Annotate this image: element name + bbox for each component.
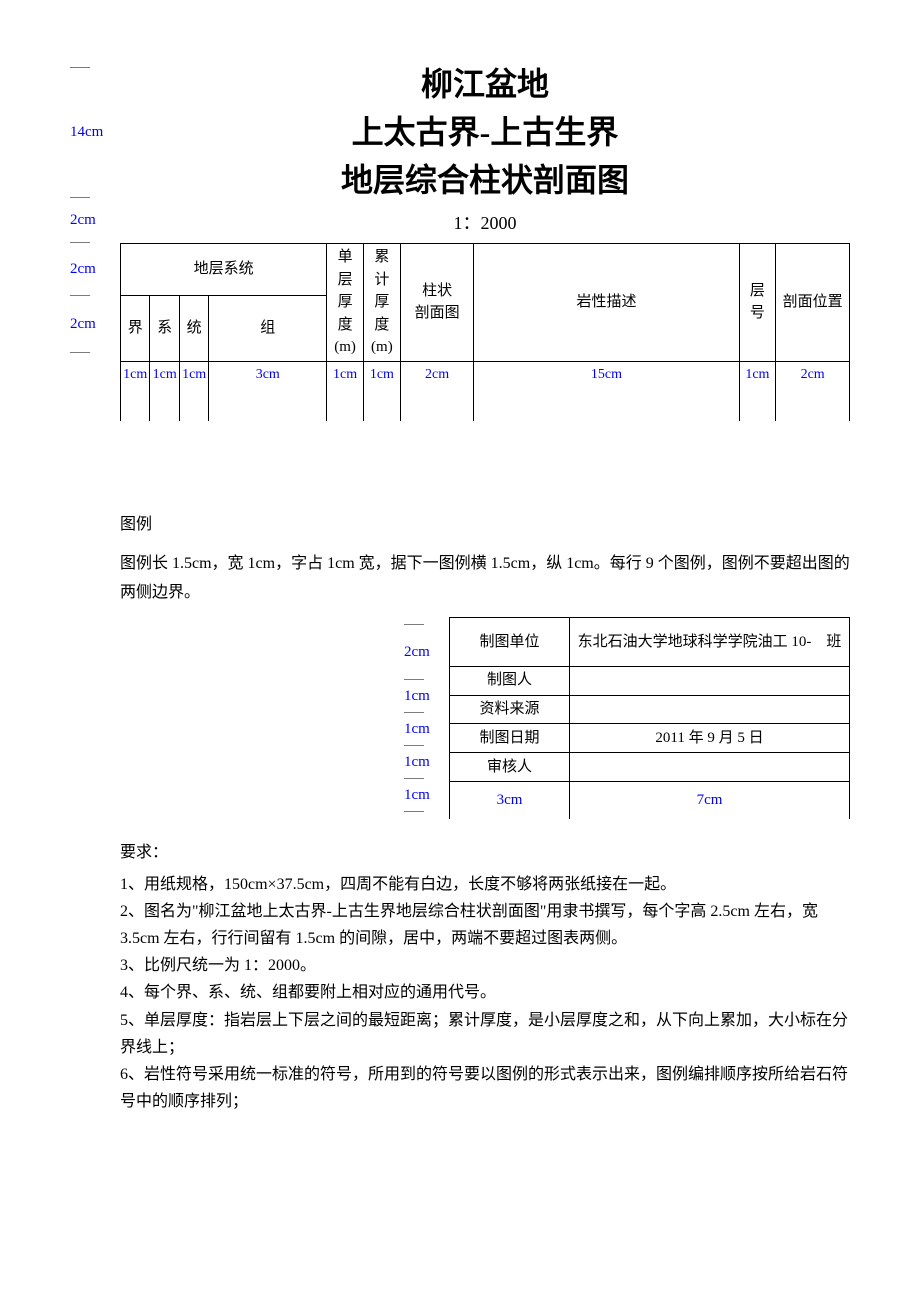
ruler-tick: —— <box>404 807 424 817</box>
info-value-source <box>570 695 850 724</box>
ruler-tick: —— <box>404 741 424 751</box>
width-15cm: 15cm <box>474 361 739 421</box>
table-row: 资料来源 <box>450 695 850 724</box>
title-block: —— 14cm —— 2cm —— 2cm —— 2cm —— 柳江盆地 上太古… <box>70 60 850 421</box>
info-value-date: 2011 年 9 月 5 日 <box>570 724 850 753</box>
ruler-tick: —— <box>70 63 90 73</box>
ruler-tick: —— <box>404 774 424 784</box>
col-section-position: 剖面位置 <box>776 244 850 362</box>
col-column-section: 柱状剖面图 <box>400 244 474 362</box>
ruler-tick: —— <box>70 291 90 301</box>
ruler-tick: —— <box>404 620 424 630</box>
ruler-tick: —— <box>70 238 90 248</box>
width-1cm: 1cm <box>121 361 150 421</box>
requirement-item: 4、每个界、系、统、组都要附上相对应的通用代号。 <box>120 979 850 1006</box>
width-1cm: 1cm <box>150 361 179 421</box>
info-label-unit: 制图单位 <box>450 618 570 666</box>
title-line2: 上太古界-上古生界 <box>120 108 850 156</box>
table-row-widths: 3cm 7cm <box>450 782 850 820</box>
requirement-item: 6、岩性符号采用统一标准的符号，所用到的符号要以图例的形式表示出来，图例编排顺序… <box>120 1061 850 1115</box>
info-label-source: 资料来源 <box>450 695 570 724</box>
ruler-tick: —— <box>404 675 424 685</box>
ruler-tick: —— <box>70 193 90 203</box>
title-line1: 柳江盆地 <box>120 60 850 108</box>
col-xi: 系 <box>150 295 179 361</box>
col-lithology: 岩性描述 <box>474 244 739 362</box>
legend-section: 图例 图例长 1.5cm，宽 1cm，字占 1cm 宽，据下一图例横 1.5cm… <box>120 511 850 1115</box>
width-1cm: 1cm <box>739 361 776 421</box>
info-table: 制图单位 东北石油大学地球科学学院油工 10- 班 制图人 资料来源 制图日期 … <box>449 617 850 819</box>
info-ruler: —— 2cm —— 1cm —— 1cm —— 1cm —— 1cm —— <box>404 617 449 819</box>
requirements-title: 要求： <box>120 839 850 866</box>
ruler-tick: —— <box>70 348 90 358</box>
info-label-author: 制图人 <box>450 666 570 695</box>
info-value-author <box>570 666 850 695</box>
col-tong: 统 <box>179 295 208 361</box>
requirements-section: 要求： 1、用纸规格，150cm×37.5cm，四周不能有白边，长度不够将两张纸… <box>120 839 850 1115</box>
title-content: 柳江盆地 上太古界-上古生界 地层综合柱状剖面图 1：2000 地层系统 单层厚… <box>120 60 850 421</box>
col-strata-system: 地层系统 <box>121 244 327 296</box>
col-jie: 界 <box>121 295 150 361</box>
info-label-reviewer: 审核人 <box>450 753 570 782</box>
title-line3: 地层综合柱状剖面图 <box>120 156 850 204</box>
strata-header-table: 地层系统 单层厚度(m) 累计厚度(m) 柱状剖面图 岩性描述 层号 剖面位置 … <box>120 243 850 421</box>
ruler-2cm-c: 2cm <box>70 303 96 345</box>
width-1cm: 1cm <box>179 361 208 421</box>
col-single-thickness: 单层厚度(m) <box>327 244 364 362</box>
requirement-item: 5、单层厚度：指岩层上下层之间的最短距离；累计厚度，是小层厚度之和，从下向上累加… <box>120 1007 850 1061</box>
requirement-item: 3、比例尺统一为 1：2000。 <box>120 952 850 979</box>
col-cumulative-thickness: 累计厚度(m) <box>363 244 400 362</box>
info-block: —— 2cm —— 1cm —— 1cm —— 1cm —— 1cm —— 制图… <box>120 617 850 819</box>
info-value-unit: 东北石油大学地球科学学院油工 10- 班 <box>570 618 850 666</box>
table-row-widths: 1cm 1cm 1cm 3cm 1cm 1cm 2cm 15cm 1cm 2cm <box>121 361 850 421</box>
legend-title: 图例 <box>120 511 850 540</box>
info-width-3cm: 3cm <box>450 782 570 820</box>
legend-desc: 图例长 1.5cm，宽 1cm，字占 1cm 宽，据下一图例横 1.5cm，纵 … <box>120 550 850 608</box>
width-1cm: 1cm <box>327 361 364 421</box>
title-ruler: —— 14cm —— 2cm —— 2cm —— 2cm —— <box>70 60 120 421</box>
info-ruler-1cm: 1cm <box>404 753 430 771</box>
info-ruler-1cm: 1cm <box>404 720 430 738</box>
ruler-14cm: 14cm <box>70 75 103 190</box>
info-ruler-2cm: 2cm <box>404 632 430 672</box>
ruler-2cm-a: 2cm <box>70 205 96 235</box>
table-row: 地层系统 单层厚度(m) 累计厚度(m) 柱状剖面图 岩性描述 层号 剖面位置 <box>121 244 850 296</box>
requirement-item: 1、用纸规格，150cm×37.5cm，四周不能有白边，长度不够将两张纸接在一起… <box>120 871 850 898</box>
width-2cm: 2cm <box>776 361 850 421</box>
info-label-date: 制图日期 <box>450 724 570 753</box>
scale-text: 1：2000 <box>120 204 850 243</box>
table-row: 制图日期 2011 年 9 月 5 日 <box>450 724 850 753</box>
width-1cm: 1cm <box>363 361 400 421</box>
table-row: 审核人 <box>450 753 850 782</box>
info-ruler-1cm: 1cm <box>404 687 430 705</box>
width-2cm: 2cm <box>400 361 474 421</box>
requirement-item: 2、图名为"柳江盆地上太古界-上古生界地层综合柱状剖面图"用隶书撰写，每个字高 … <box>120 898 850 952</box>
table-row: 制图人 <box>450 666 850 695</box>
table-row: 制图单位 东北石油大学地球科学学院油工 10- 班 <box>450 618 850 666</box>
col-zu: 组 <box>209 295 327 361</box>
info-ruler-1cm: 1cm <box>404 786 430 804</box>
col-layer-number: 层号 <box>739 244 776 362</box>
width-3cm: 3cm <box>209 361 327 421</box>
info-width-7cm: 7cm <box>570 782 850 820</box>
ruler-tick: —— <box>404 708 424 718</box>
ruler-2cm-b: 2cm <box>70 250 96 288</box>
info-value-reviewer <box>570 753 850 782</box>
